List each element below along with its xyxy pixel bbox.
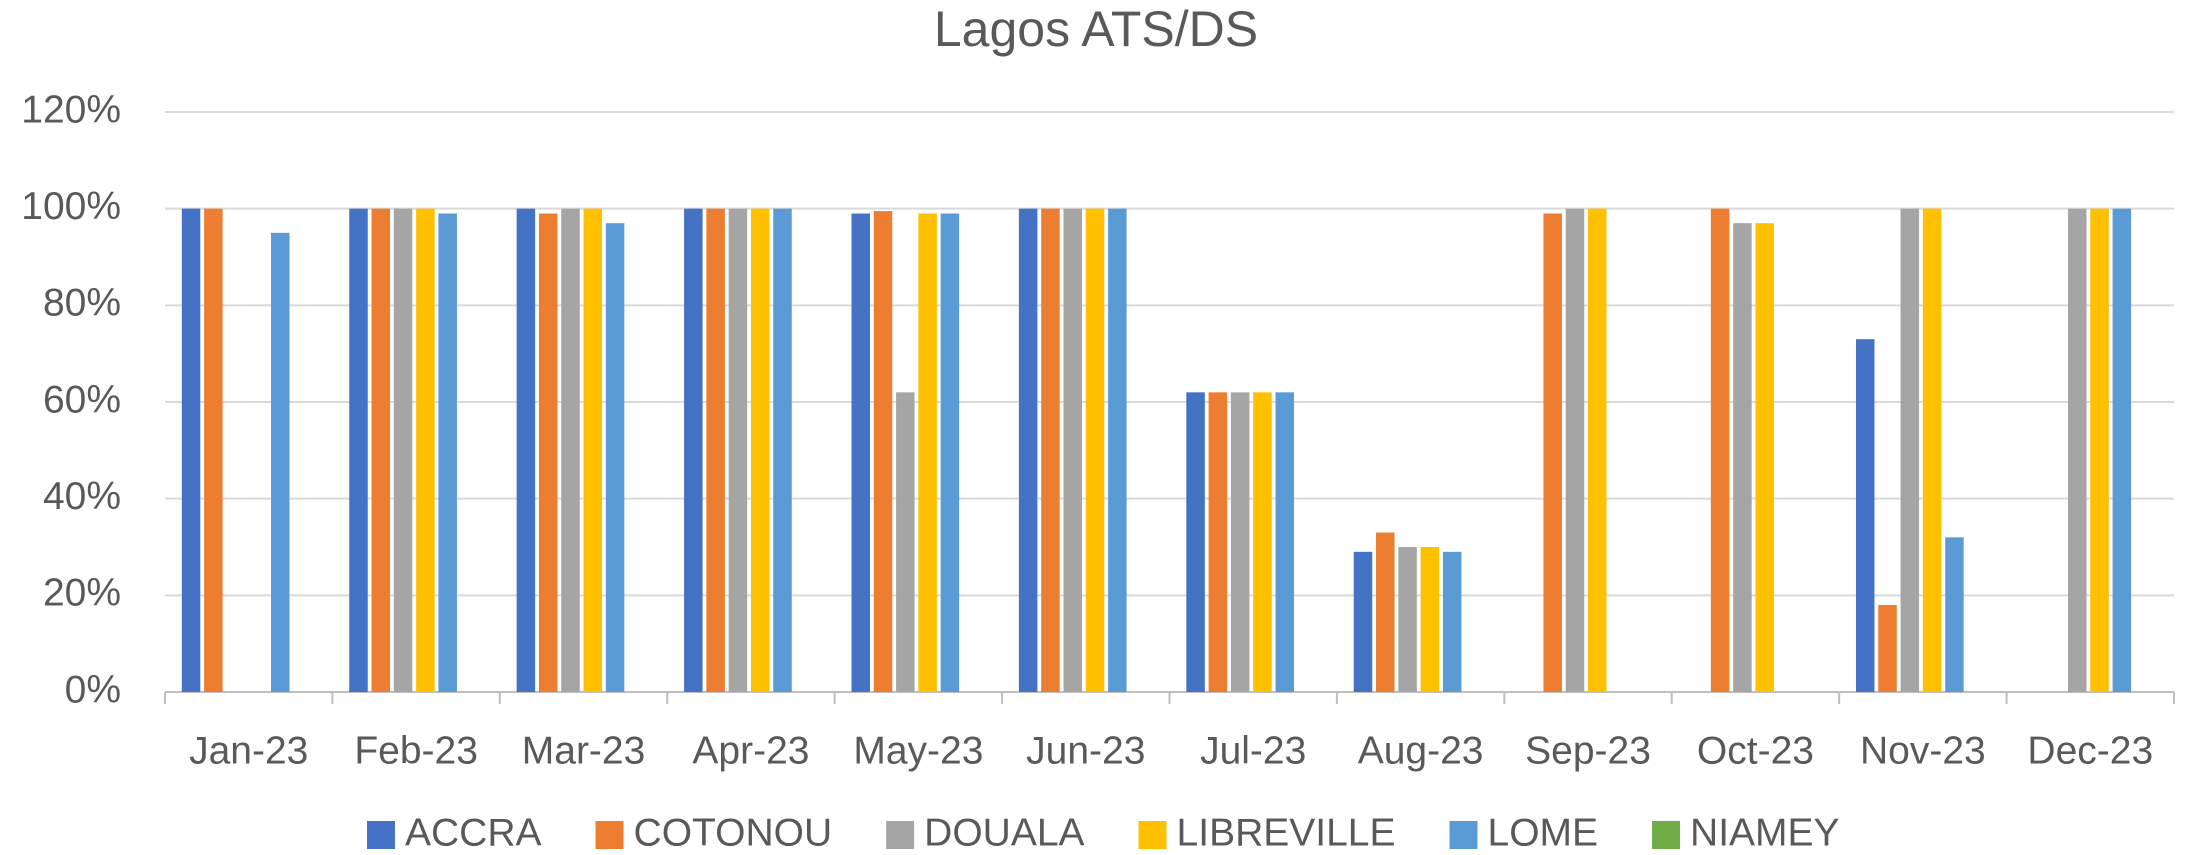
bar [940,213,960,692]
bar [1275,392,1295,692]
x-tick-label: Sep-23 [1525,729,1651,772]
y-tick-label: 80% [43,282,121,325]
bar [1543,213,1562,692]
bar [438,213,457,692]
x-tick-label: Mar-23 [522,729,646,772]
bar [918,213,937,692]
legend-label: COTONOU [634,811,833,854]
bar [2067,208,2087,692]
bar [1420,547,1440,692]
y-tick-label: 20% [43,572,121,615]
legend-swatch [367,821,395,849]
bar [728,208,748,692]
bar [1186,392,1205,692]
bar [1041,208,1060,692]
bar [371,208,391,692]
bar [873,211,893,693]
y-tick-label: 120% [21,88,121,131]
bar [1018,208,1038,692]
bar [1733,223,1752,692]
y-tick-label: 60% [43,378,121,421]
bar [706,208,725,692]
bar [896,392,915,692]
bar [1230,392,1250,692]
legend-label: NIAMEY [1690,811,1840,854]
x-tick-label: Jun-23 [1026,729,1145,772]
bar [1855,339,1875,692]
x-tick-label: Jul-23 [1200,729,1306,772]
legend-label: DOUALA [924,811,1084,854]
bar [2112,208,2132,692]
y-tick-label: 100% [21,185,121,228]
bar [561,208,580,692]
legend-label: ACCRA [405,811,542,854]
chart-title: Lagos ATS/DS [934,1,1258,57]
y-tick-label: 0% [65,668,121,711]
x-tick-label: May-23 [853,729,983,772]
bar [393,208,413,692]
bar [1208,392,1228,692]
bar [349,208,368,692]
x-tick-label: Apr-23 [692,729,809,772]
bar [773,208,792,692]
legend-swatch [1652,821,1681,849]
bar [271,232,290,693]
bar [750,208,770,692]
legend-swatch [1138,821,1167,849]
bar [1085,208,1105,692]
bar [583,208,603,692]
bar [1900,208,1920,692]
legend-swatch [595,821,624,849]
bar [1063,208,1082,692]
bar [1922,208,1942,692]
bar [605,223,625,692]
bar [204,208,223,692]
bar [1710,208,1730,692]
x-tick-label: Oct-23 [1697,729,1814,772]
bar [516,208,536,692]
x-tick-label: Dec-23 [2027,729,2153,772]
bar [1588,208,1607,692]
bar [1878,605,1897,692]
bar [1945,537,1964,692]
x-tick-label: Nov-23 [1860,729,1986,772]
legend-label: LOME [1488,811,1599,854]
bar [1442,551,1462,692]
bar [1376,532,1395,692]
x-tick-label: Feb-23 [354,729,478,772]
bar [1253,392,1272,692]
legend-swatch [1449,821,1478,849]
legend-swatch [886,821,915,849]
y-tick-label: 40% [43,475,121,518]
bar [1108,208,1127,692]
bar [684,208,703,692]
bar [181,208,201,692]
bar [416,208,435,692]
bar [538,213,558,692]
legend-label: LIBREVILLE [1177,811,1396,854]
bar [1398,547,1417,692]
x-tick-label: Aug-23 [1358,729,1484,772]
bar [1353,551,1373,692]
bar [1565,208,1585,692]
bar [1755,223,1774,692]
bar [2090,208,2109,692]
bar [851,213,870,692]
x-tick-label: Jan-23 [189,729,308,772]
